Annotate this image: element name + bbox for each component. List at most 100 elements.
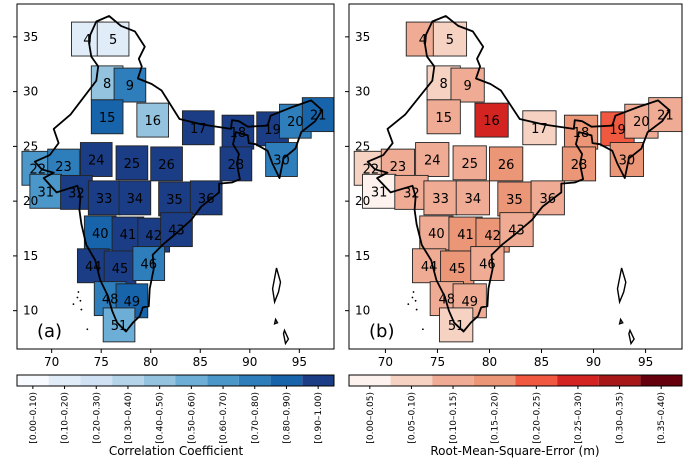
x-tick-label-90: 90 [586, 355, 601, 369]
region-label-18: 18 [230, 126, 247, 141]
region-label-51: 51 [111, 319, 128, 334]
y-tick-label-15: 15 [355, 249, 370, 263]
region-cells-b [353, 21, 682, 343]
region-label-34: 34 [465, 192, 482, 207]
region-label-44: 44 [85, 260, 102, 275]
region-label-19: 19 [609, 123, 626, 138]
island-outline-b-0 [616, 267, 627, 305]
region-cell-9 [450, 67, 485, 103]
colorbar-label-b-7: [0.35–0.40) [657, 392, 667, 444]
colorbar-frame-a [16, 374, 335, 387]
island-dot-b-1 [407, 303, 410, 305]
region-label-28: 28 [571, 158, 588, 173]
region-label-17: 17 [531, 122, 548, 137]
colorbar-swatch-b-1 [390, 375, 433, 386]
colorbar-swatch-a-1 [48, 375, 81, 386]
colorbar-swatch-b-2 [432, 375, 474, 386]
region-cell-26 [489, 146, 524, 182]
colorbar-label-a-7: [0.70–0.80) [251, 392, 261, 444]
region-label-4: 4 [419, 33, 427, 48]
region-label-42: 42 [145, 229, 162, 244]
colorbar-label-b-1: [0.05–0.10) [407, 392, 417, 444]
region-label-51: 51 [448, 319, 465, 334]
island-outline-b-2 [618, 317, 624, 325]
island-dot-a-4 [79, 299, 82, 302]
region-cell-46 [132, 246, 166, 281]
region-label-46: 46 [479, 258, 496, 273]
region-label-40: 40 [92, 227, 109, 242]
island-dot-b-5 [421, 328, 424, 331]
colorbar-label-a-9: [0.90–1.00) [314, 392, 324, 444]
y-tick-label-20: 20 [355, 194, 370, 208]
region-label-41: 41 [120, 228, 137, 243]
region-cell-25 [452, 145, 487, 181]
colorbar-swatch-a-3 [112, 375, 144, 386]
region-label-5: 5 [446, 33, 454, 48]
region-cell-28 [219, 146, 253, 182]
region-label-19: 19 [264, 123, 281, 138]
region-label-26: 26 [158, 158, 175, 173]
region-label-5: 5 [109, 33, 117, 48]
region-label-34: 34 [127, 192, 144, 207]
region-cell-40 [419, 215, 454, 251]
colorbar-label-a-5: [0.50–0.60) [187, 392, 197, 444]
region-label-35: 35 [166, 193, 183, 208]
x-tick-label-85: 85 [534, 355, 549, 369]
region-cell-25 [115, 145, 149, 181]
region-label-23: 23 [55, 160, 72, 175]
region-label-22: 22 [363, 162, 380, 177]
x-tick-label-95: 95 [292, 355, 307, 369]
region-cell-35 [158, 181, 191, 217]
region-cell-5 [432, 21, 468, 57]
colorbar-swatch-b-6 [598, 375, 641, 386]
region-label-43: 43 [168, 224, 185, 239]
country-outline-a [33, 15, 323, 333]
region-label-49: 49 [124, 295, 141, 310]
colorbar-label-b-4: [0.20–0.25) [532, 392, 542, 444]
y-tick-label-25: 25 [23, 139, 38, 153]
y-tick-label-30: 30 [23, 85, 38, 99]
region-label-43: 43 [508, 224, 525, 239]
region-cell-15 [426, 99, 461, 135]
colorbar-title-b: Root-Mean-Square-Error (m) [430, 444, 599, 458]
region-cell-26 [150, 146, 183, 182]
region-label-48: 48 [439, 293, 456, 308]
region-cell-36 [189, 180, 223, 216]
y-tick-label-35: 35 [23, 30, 38, 44]
colorbar-swatch-b-4 [515, 375, 558, 386]
region-label-45: 45 [449, 262, 466, 277]
region-label-15: 15 [435, 111, 452, 126]
region-label-41: 41 [457, 228, 474, 243]
y-tick-label-25: 25 [355, 139, 370, 153]
region-label-18: 18 [573, 126, 590, 141]
region-cell-46 [470, 246, 505, 281]
island-dot-b-3 [412, 291, 415, 293]
plot-frame-b [348, 3, 683, 350]
region-label-40: 40 [428, 227, 445, 242]
region-label-24: 24 [88, 154, 105, 169]
x-tick-label-75: 75 [430, 355, 445, 369]
x-tick-label-80: 80 [482, 355, 497, 369]
colorbar-swatch-a-7 [238, 375, 271, 386]
region-label-33: 33 [432, 192, 449, 207]
region-label-42: 42 [484, 229, 501, 244]
island-dot-b-4 [414, 299, 417, 302]
region-cell-24 [415, 142, 450, 177]
colorbar-title-a: Correlation Coefficient [109, 444, 244, 458]
region-cell-15 [90, 99, 124, 135]
region-label-32: 32 [68, 186, 85, 201]
y-tick-label-20: 20 [23, 194, 38, 208]
region-label-48: 48 [102, 293, 119, 308]
y-tick-label-10: 10 [23, 304, 38, 318]
y-tick-label-10: 10 [355, 304, 370, 318]
panel-label-b: (b) [369, 321, 394, 342]
region-cell-9 [113, 67, 147, 103]
region-label-31: 31 [371, 185, 388, 200]
region-label-21: 21 [310, 109, 327, 124]
colorbar-label-b-0: [0.00–0.05) [366, 392, 376, 444]
region-label-36: 36 [539, 192, 556, 207]
